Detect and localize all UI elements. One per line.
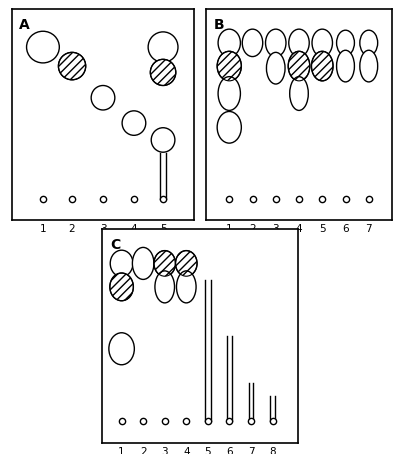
- Ellipse shape: [176, 271, 196, 303]
- Ellipse shape: [266, 29, 286, 57]
- Ellipse shape: [109, 333, 134, 365]
- Ellipse shape: [218, 29, 240, 57]
- Ellipse shape: [217, 51, 241, 81]
- Ellipse shape: [151, 128, 175, 152]
- Ellipse shape: [176, 251, 197, 276]
- Ellipse shape: [91, 85, 115, 110]
- Ellipse shape: [290, 77, 308, 110]
- Ellipse shape: [122, 111, 146, 135]
- Ellipse shape: [150, 59, 176, 85]
- Ellipse shape: [58, 52, 86, 80]
- Ellipse shape: [110, 273, 133, 301]
- Ellipse shape: [360, 50, 378, 82]
- Ellipse shape: [218, 77, 240, 110]
- Ellipse shape: [154, 251, 176, 276]
- Ellipse shape: [336, 30, 354, 55]
- Ellipse shape: [242, 29, 263, 57]
- Ellipse shape: [217, 112, 241, 143]
- Text: C: C: [110, 238, 120, 252]
- Ellipse shape: [312, 51, 333, 81]
- Ellipse shape: [26, 31, 59, 63]
- Ellipse shape: [289, 29, 309, 57]
- Text: B: B: [214, 18, 224, 31]
- Ellipse shape: [266, 52, 285, 84]
- Ellipse shape: [132, 247, 154, 279]
- Ellipse shape: [148, 32, 178, 62]
- Ellipse shape: [155, 271, 174, 303]
- Ellipse shape: [336, 50, 354, 82]
- Ellipse shape: [312, 29, 332, 57]
- Text: A: A: [19, 18, 30, 31]
- Ellipse shape: [288, 51, 310, 81]
- Ellipse shape: [360, 30, 378, 55]
- Ellipse shape: [110, 250, 133, 276]
